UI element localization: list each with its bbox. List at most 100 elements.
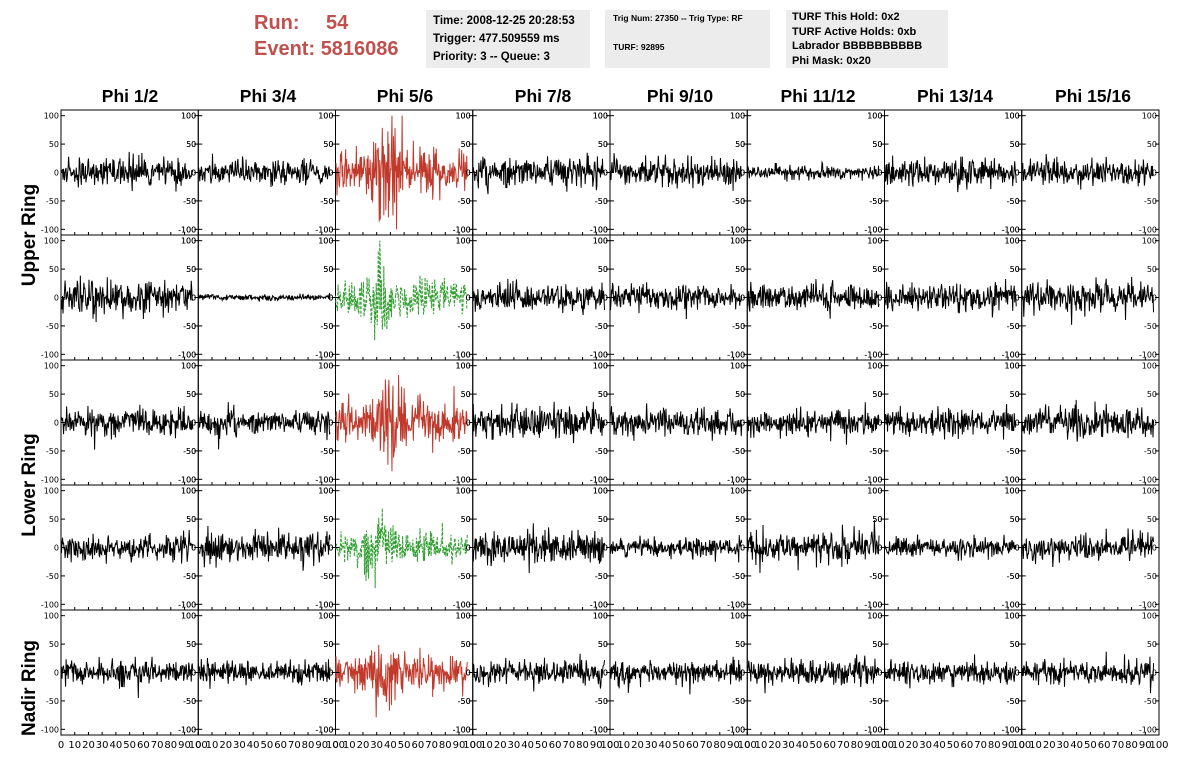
y-tick-label-right: 50 bbox=[186, 140, 196, 149]
y-tick-label-left: 50 bbox=[323, 140, 333, 149]
x-tick-label: 70 bbox=[151, 740, 164, 751]
y-tick-label-left: -50 bbox=[1007, 322, 1020, 331]
y-tick-label-right: 100 bbox=[1142, 237, 1157, 246]
x-tick-label: 70 bbox=[974, 740, 987, 751]
y-tick-label-left: 50 bbox=[872, 515, 882, 524]
x-tick-label: 90 bbox=[178, 740, 191, 751]
y-tick-label-right: -100 bbox=[864, 225, 882, 234]
y-tick-label-left: -100 bbox=[453, 600, 471, 609]
y-tick-label-right: -100 bbox=[1139, 350, 1157, 359]
y-tick-label-left: 100 bbox=[730, 112, 745, 121]
y-tick-label-right: -100 bbox=[315, 350, 333, 359]
x-tick-label: 20 bbox=[82, 740, 95, 751]
y-tick-label-left: -100 bbox=[590, 600, 608, 609]
y-tick-label-right: -50 bbox=[183, 697, 196, 706]
y-tick-label-left: -100 bbox=[41, 475, 59, 484]
y-tick-label-right: -100 bbox=[727, 600, 745, 609]
y-tick-label-left: -50 bbox=[46, 697, 59, 706]
waveform-trace bbox=[197, 526, 331, 571]
y-tick-label-left: 0 bbox=[191, 544, 196, 553]
y-tick-label-right: 50 bbox=[598, 140, 608, 149]
y-tick-label-right: 0 bbox=[1152, 169, 1157, 178]
waveform-trace bbox=[197, 402, 331, 450]
y-tick-label-left: -50 bbox=[595, 697, 608, 706]
y-tick-label-right: -100 bbox=[1002, 225, 1020, 234]
y-tick-label-left: -100 bbox=[178, 475, 196, 484]
y-tick-label-right: 0 bbox=[740, 544, 745, 553]
y-tick-label-left: 100 bbox=[867, 487, 882, 496]
turf-this-hold-text: TURF This Hold: 0x2 bbox=[792, 11, 900, 23]
y-tick-label-left: 50 bbox=[1010, 140, 1020, 149]
y-tick-label-right: 50 bbox=[598, 640, 608, 649]
y-tick-label-left: 0 bbox=[54, 169, 59, 178]
y-tick-label-right: 100 bbox=[1142, 112, 1157, 121]
y-tick-label-right: 0 bbox=[466, 544, 471, 553]
y-tick-label-left: 0 bbox=[54, 669, 59, 678]
y-tick-label-right: -100 bbox=[864, 350, 882, 359]
y-tick-label-left: -100 bbox=[41, 350, 59, 359]
y-tick-label-left: 100 bbox=[593, 362, 608, 371]
y-tick-label-right: 0 bbox=[466, 294, 471, 303]
y-tick-label-right: 50 bbox=[323, 515, 333, 524]
y-tick-label-right: 100 bbox=[1004, 487, 1019, 496]
y-tick-label-left: 50 bbox=[598, 515, 608, 524]
y-tick-label-right: 100 bbox=[1142, 487, 1157, 496]
y-tick-label-right: 50 bbox=[1147, 140, 1157, 149]
y-tick-label-left: 50 bbox=[49, 640, 59, 649]
y-tick-label-left: -50 bbox=[458, 322, 471, 331]
y-tick-label-right: 100 bbox=[318, 487, 333, 496]
y-tick-label-right: 50 bbox=[1010, 640, 1020, 649]
y-tick-label-left: -100 bbox=[727, 725, 745, 734]
y-tick-label-left: 0 bbox=[1015, 169, 1020, 178]
turf-info-box: TURF This Hold: 0x2 TURF Active Holds: 0… bbox=[786, 10, 948, 68]
y-tick-label-right: 100 bbox=[730, 487, 745, 496]
y-tick-label-left: 50 bbox=[461, 640, 471, 649]
y-tick-label-left: -50 bbox=[320, 197, 333, 206]
waveform-trace bbox=[335, 375, 468, 472]
y-tick-label-right: 50 bbox=[186, 640, 196, 649]
y-tick-label-left: 100 bbox=[1004, 237, 1019, 246]
waveform-trace bbox=[746, 654, 880, 694]
y-tick-label-left: -50 bbox=[732, 322, 745, 331]
y-tick-label-right: -50 bbox=[1007, 197, 1020, 206]
y-tick-label-left: -100 bbox=[41, 225, 59, 234]
y-tick-label-right: 50 bbox=[323, 140, 333, 149]
x-tick-label: 100 bbox=[1149, 740, 1168, 751]
y-tick-label-left: 100 bbox=[318, 237, 333, 246]
y-tick-label-right: -50 bbox=[595, 447, 608, 456]
y-tick-label-left: 50 bbox=[186, 140, 196, 149]
y-tick-label-left: 0 bbox=[466, 294, 471, 303]
waveform-trace bbox=[335, 644, 468, 718]
y-tick-label-right: 50 bbox=[1147, 515, 1157, 524]
y-tick-label-left: -100 bbox=[1002, 600, 1020, 609]
y-tick-label-left: 0 bbox=[877, 419, 882, 428]
y-tick-label-right: -50 bbox=[1144, 697, 1157, 706]
y-tick-label-right: 100 bbox=[1004, 237, 1019, 246]
time-text: Time: 2008-12-25 20:28:53 bbox=[433, 15, 575, 27]
y-tick-label-right: 0 bbox=[603, 294, 608, 303]
y-tick-label-left: 50 bbox=[735, 390, 745, 399]
x-tick-label: 60 bbox=[274, 740, 287, 751]
y-tick-label-left: -50 bbox=[183, 572, 196, 581]
y-tick-label-right: -50 bbox=[458, 322, 471, 331]
y-tick-label-right: 50 bbox=[735, 390, 745, 399]
y-tick-label-left: -50 bbox=[595, 572, 608, 581]
y-tick-label-right: 100 bbox=[867, 362, 882, 371]
y-tick-label-right: 100 bbox=[181, 487, 196, 496]
y-tick-label-left: 0 bbox=[740, 294, 745, 303]
y-tick-label-right: 0 bbox=[877, 669, 882, 678]
y-tick-label-left: 0 bbox=[328, 169, 333, 178]
x-tick-label: 80 bbox=[439, 740, 452, 751]
y-tick-label-left: 0 bbox=[191, 169, 196, 178]
y-tick-label-left: 100 bbox=[730, 487, 745, 496]
y-tick-label-left: 0 bbox=[328, 419, 333, 428]
y-tick-label-right: 50 bbox=[735, 140, 745, 149]
y-tick-label-right: 50 bbox=[323, 390, 333, 399]
y-tick-label-right: -100 bbox=[1139, 725, 1157, 734]
y-tick-label-right: -100 bbox=[590, 600, 608, 609]
y-tick-label-left: -100 bbox=[178, 350, 196, 359]
y-tick-label-left: -50 bbox=[46, 447, 59, 456]
y-tick-label-right: 100 bbox=[1142, 362, 1157, 371]
x-tick-label: 90 bbox=[727, 740, 740, 751]
y-tick-label-left: -100 bbox=[590, 475, 608, 484]
